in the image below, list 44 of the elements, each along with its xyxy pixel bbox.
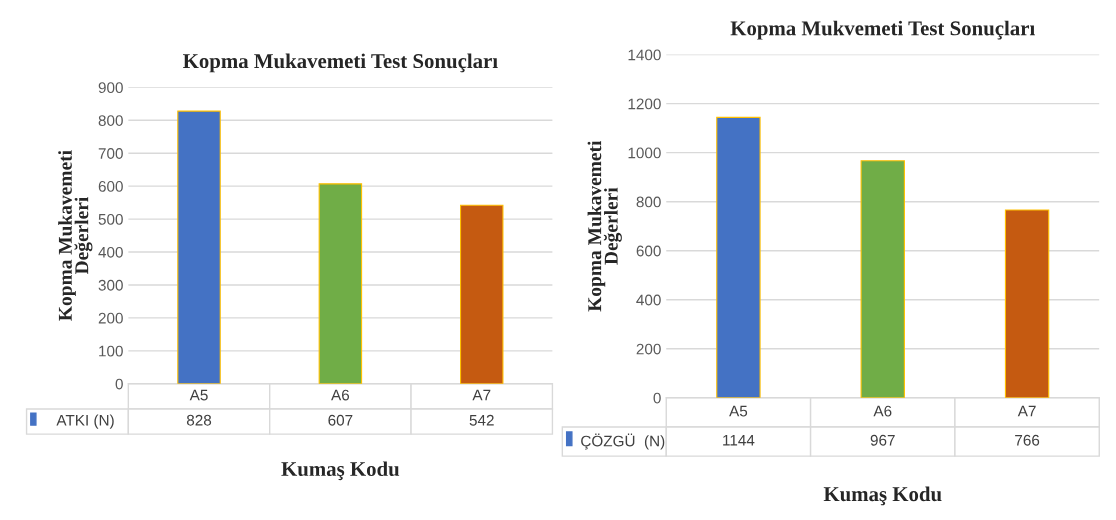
y-tick-label: 600 — [98, 181, 123, 192]
y-axis-title: Kopma Mukavemeti Değerleri — [587, 140, 622, 312]
x-tick-label: A7 — [1017, 405, 1036, 417]
bar — [177, 110, 221, 384]
y-tick-label: 300 — [98, 279, 123, 291]
x-tick-label: A6 — [331, 389, 350, 401]
data-label: 1144 — [723, 435, 755, 446]
bar — [459, 204, 504, 384]
y-tick-label: 500 — [98, 213, 123, 225]
y-tick-label: 400 — [636, 294, 661, 306]
x-axis-title: Kumaş Kodu — [823, 486, 942, 506]
y-tick-label: 700 — [98, 148, 123, 159]
chart-title: Kopma Mukvemeti Test Sonuçları — [730, 20, 1035, 40]
y-tick-label: 1200 — [628, 98, 661, 110]
bar — [860, 160, 905, 398]
bar — [1004, 209, 1050, 398]
data-label: 766 — [1015, 434, 1040, 446]
bar — [318, 183, 363, 384]
x-axis-title: Kumaş Kodu — [281, 461, 400, 481]
y-tick-label: 800 — [98, 115, 123, 126]
legend-label: ÇÖZGÜ (N) — [581, 433, 665, 450]
x-tick-label: A7 — [472, 389, 491, 401]
y-tick-label: 1400 — [628, 49, 661, 61]
y-tick-label: 0 — [653, 392, 661, 404]
y-tick-label: 0 — [115, 378, 123, 390]
x-tick-label: A5 — [189, 389, 208, 401]
y-tick-label: 200 — [98, 312, 123, 324]
data-label: 542 — [469, 414, 494, 426]
y-tick-label: 600 — [636, 245, 661, 257]
y-axis-title: Kopma Mukavemeti Değerleri — [58, 150, 93, 321]
x-tick-label: A6 — [873, 405, 892, 417]
data-label: 607 — [328, 414, 353, 426]
x-tick-label: A5 — [729, 405, 748, 417]
y-tick-label: 1000 — [628, 147, 661, 159]
y-tick-label: 400 — [98, 246, 123, 258]
y-tick-label: 100 — [99, 345, 123, 357]
y-tick-label: 200 — [636, 343, 661, 355]
chart-title: Kopma Mukavemeti Test Sonuçları — [183, 53, 498, 73]
bar — [716, 116, 761, 398]
legend-label: ATKI (N) — [56, 414, 114, 429]
y-tick-label: 800 — [636, 196, 661, 208]
data-label: 828 — [186, 414, 212, 426]
y-tick-label: 900 — [98, 82, 123, 94]
data-label: 967 — [870, 434, 895, 446]
